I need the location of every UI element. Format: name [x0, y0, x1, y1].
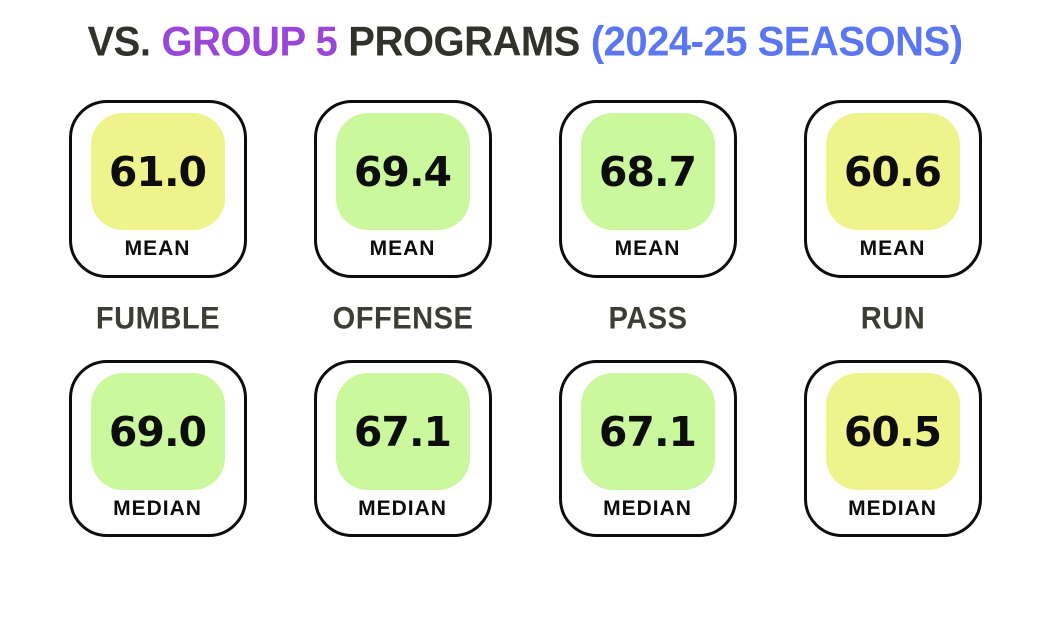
run-mean-card: 60.6 MEAN — [803, 100, 982, 278]
offense-mean-card: 69.4 MEAN — [313, 100, 492, 278]
offense-median-value: 67.1 — [353, 407, 452, 456]
run-median-value: 60.5 — [843, 407, 942, 456]
run-mean-tile: 60.6 — [825, 113, 960, 230]
pass-median-card: 67.1 MEDIAN — [558, 360, 737, 537]
fumble-median-value: 69.0 — [108, 407, 207, 456]
title-group5-text: GROUP 5 — [161, 19, 338, 65]
title-vs-text: VS. — [87, 19, 151, 65]
pass-median-value: 67.1 — [598, 407, 697, 456]
pass-median-label: MEDIAN — [603, 497, 692, 520]
pass-mean-value: 68.7 — [598, 147, 697, 196]
run-mean-label: MEAN — [859, 237, 926, 260]
page-title: VS. GROUP 5 PROGRAMS (2024-25 SEASONS) — [0, 19, 1050, 65]
fumble-median-card: 69.0 MEDIAN — [68, 360, 247, 537]
run-mean-value: 60.6 — [843, 147, 942, 196]
offense-mean-value: 69.4 — [353, 147, 452, 196]
offense-mean-tile: 69.4 — [335, 113, 470, 230]
fumble-mean-card: 61.0 MEAN — [68, 100, 247, 278]
title-seasons-text: (2024-25 SEASONS) — [590, 19, 963, 65]
category-label-offense: OFFENSE — [332, 301, 473, 336]
pass-median-tile: 67.1 — [580, 373, 715, 490]
pass-mean-card: 68.7 MEAN — [558, 100, 737, 278]
offense-median-label: MEDIAN — [358, 497, 447, 520]
offense-median-card: 67.1 MEDIAN — [313, 360, 492, 537]
stats-grid: 61.0 MEAN 69.4 MEAN 68.7 MEAN 60.6 MEAN … — [0, 100, 1050, 537]
run-median-tile: 60.5 — [825, 373, 960, 490]
fumble-mean-label: MEAN — [124, 237, 191, 260]
category-label-run: RUN — [860, 301, 925, 336]
run-median-card: 60.5 MEDIAN — [803, 360, 982, 537]
fumble-median-tile: 69.0 — [90, 373, 225, 490]
run-median-label: MEDIAN — [848, 497, 937, 520]
offense-mean-label: MEAN — [369, 237, 436, 260]
category-label-pass: PASS — [607, 301, 688, 336]
fumble-median-label: MEDIAN — [113, 497, 202, 520]
pass-mean-label: MEAN — [614, 237, 681, 260]
offense-median-tile: 67.1 — [335, 373, 470, 490]
fumble-mean-value: 61.0 — [108, 147, 207, 196]
fumble-mean-tile: 61.0 — [90, 113, 225, 230]
category-label-fumble: FUMBLE — [95, 301, 220, 336]
pass-mean-tile: 68.7 — [580, 113, 715, 230]
title-programs-text: PROGRAMS — [348, 19, 580, 65]
